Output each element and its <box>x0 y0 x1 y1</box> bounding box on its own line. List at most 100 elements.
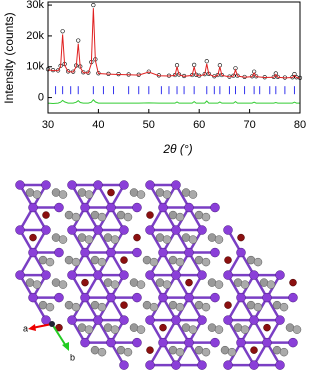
purple-atom <box>119 315 129 325</box>
observed-point <box>60 29 65 34</box>
purple-atom <box>249 360 259 370</box>
purple-atom <box>171 360 181 370</box>
red-atom <box>263 323 271 332</box>
b-label: b <box>70 352 75 362</box>
purple-atom <box>288 337 298 348</box>
purple-atom <box>41 180 51 190</box>
x-axis-label: 2θ (°) <box>162 142 192 156</box>
purple-atom <box>145 315 155 325</box>
b-arrow <box>51 323 67 347</box>
observed-point <box>76 38 81 43</box>
gray-atom <box>77 188 87 197</box>
red-atom <box>29 233 37 242</box>
series-line <box>47 8 301 79</box>
gray-atom <box>207 278 217 287</box>
gray-atom <box>246 255 256 265</box>
purple-atom <box>171 180 181 190</box>
gray-atom <box>279 347 289 357</box>
red-atom <box>120 256 128 264</box>
gray-atom <box>32 280 42 289</box>
purple-atom <box>249 270 259 280</box>
purple-atom <box>171 315 181 325</box>
b-arrowhead <box>62 342 69 351</box>
gray-atom <box>123 347 133 357</box>
gray-atom <box>58 280 68 289</box>
purple-atom <box>184 202 194 213</box>
purple-atom <box>158 337 168 348</box>
purple-atom <box>145 180 155 190</box>
x-tick-label: 40 <box>92 119 104 131</box>
gray-atom <box>110 325 120 334</box>
y-tick-label: 10k <box>26 61 44 73</box>
purple-atom <box>119 225 129 235</box>
gray-atom <box>77 323 87 332</box>
red-atom <box>237 233 245 242</box>
gray-atom <box>201 257 211 267</box>
gray-atom <box>136 280 146 289</box>
gray-atom <box>162 235 172 244</box>
purple-atom <box>132 247 142 258</box>
gray-atom <box>129 278 139 287</box>
red-atom <box>81 278 89 287</box>
purple-atom <box>106 247 116 258</box>
gray-atom <box>64 300 74 310</box>
gray-atom <box>90 255 100 265</box>
purple-atom <box>119 180 129 190</box>
red-atom <box>159 323 167 332</box>
gray-atom <box>272 300 282 310</box>
gray-atom <box>149 302 159 312</box>
purple-atom <box>132 202 142 213</box>
gray-atom <box>103 278 113 287</box>
red-atom <box>146 211 154 219</box>
purple-atom <box>119 360 129 370</box>
observed-point <box>273 71 278 76</box>
gray-atom <box>84 235 94 244</box>
gray-atom <box>71 257 81 267</box>
gray-atom <box>162 190 172 199</box>
origin <box>49 321 55 327</box>
gray-atom <box>90 300 100 310</box>
purple-atom <box>249 315 259 325</box>
gray-atom <box>90 210 100 220</box>
gray-atom <box>266 280 276 289</box>
purple-atom <box>262 337 272 348</box>
red-atom <box>42 211 50 219</box>
gray-atom <box>51 278 61 287</box>
gray-atom <box>233 278 243 287</box>
purple-atom <box>145 360 155 370</box>
observed-point <box>235 73 240 78</box>
gray-atom <box>103 323 113 332</box>
purple-atom <box>158 247 168 258</box>
gray-atom <box>188 325 198 334</box>
gray-atom <box>220 345 230 355</box>
purple-atom <box>145 225 155 235</box>
gray-atom <box>129 323 139 332</box>
gray-atom <box>110 280 120 289</box>
purple-atom <box>210 247 220 258</box>
gray-atom <box>25 188 35 197</box>
gray-atom <box>259 278 269 287</box>
red-atom <box>133 233 141 242</box>
gray-atom <box>32 190 42 199</box>
gray-atom <box>253 302 263 312</box>
gray-atom <box>175 302 185 312</box>
gray-atom <box>175 212 185 222</box>
purple-atom <box>236 247 246 258</box>
y-tick-label: 0 <box>38 91 44 103</box>
purple-atom <box>223 270 233 280</box>
gray-atom <box>116 210 126 220</box>
purple-atom <box>93 315 103 325</box>
purple-atom <box>41 270 51 280</box>
purple-atom <box>119 270 129 280</box>
purple-atom <box>15 270 25 280</box>
purple-atom <box>80 337 90 348</box>
gray-atom <box>110 235 120 244</box>
purple-atom <box>197 270 207 280</box>
gray-atom <box>175 347 185 357</box>
purple-atom <box>15 225 25 235</box>
y-tick-label: 30k <box>26 0 44 11</box>
gray-atom <box>51 233 61 242</box>
purple-atom <box>275 360 285 370</box>
plot-frame <box>47 1 301 114</box>
purple-atom <box>275 315 285 325</box>
